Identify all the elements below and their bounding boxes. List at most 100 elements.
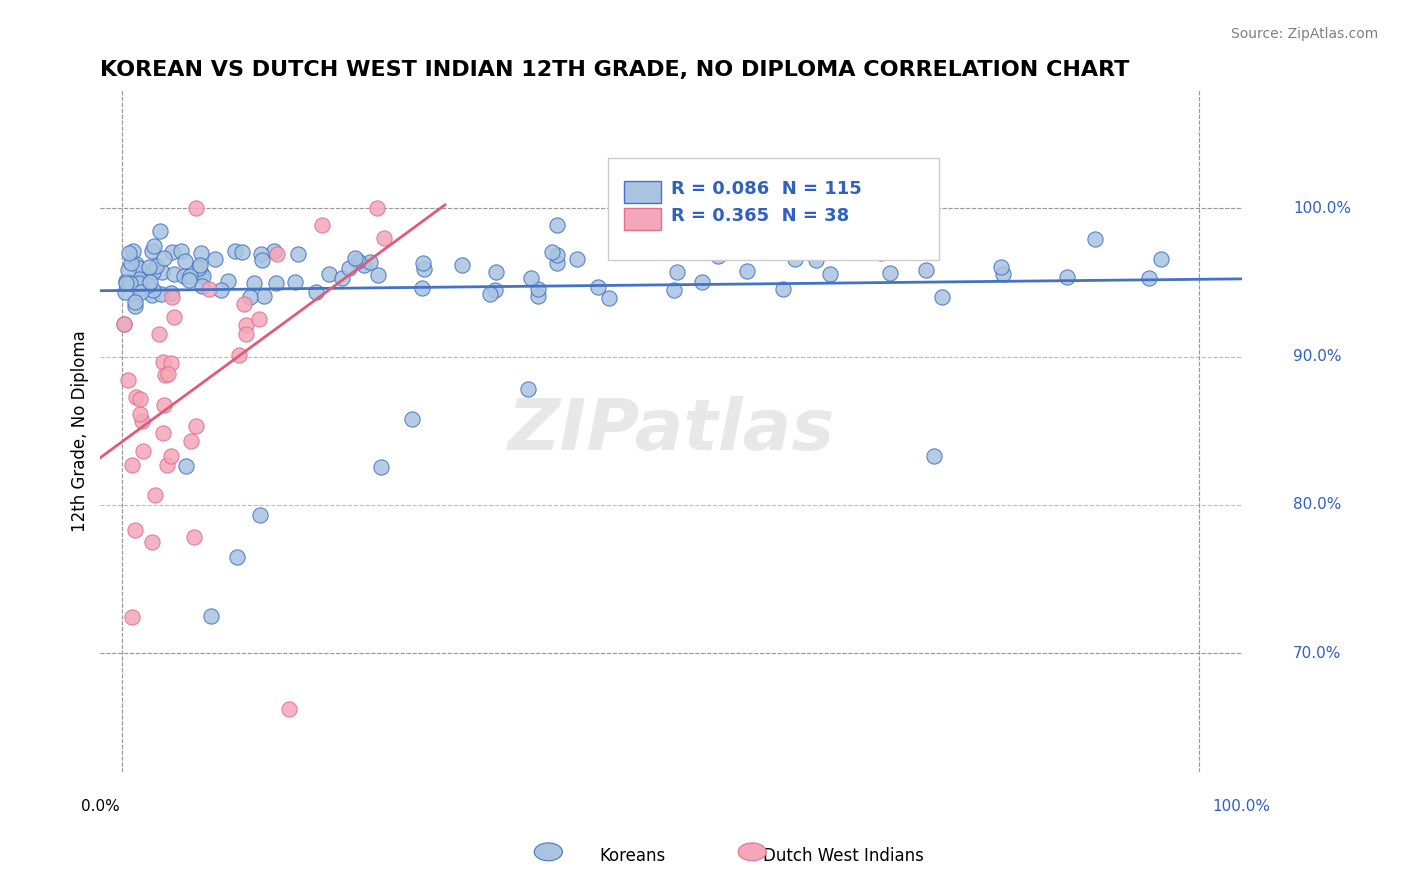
Point: [174, 253, 197, 268]
Point: [139, 275, 162, 289]
Point: [129, 285, 152, 299]
Point: [412, 256, 434, 270]
Point: [190, 266, 212, 280]
Point: [120, 255, 142, 269]
Point: [188, 260, 211, 275]
Point: [131, 275, 153, 289]
Point: [131, 414, 153, 428]
Point: [367, 268, 389, 282]
Point: [1137, 271, 1160, 285]
Point: [541, 245, 564, 260]
Point: [311, 218, 333, 232]
Point: [153, 251, 176, 265]
FancyBboxPatch shape: [609, 158, 939, 260]
Point: [588, 280, 610, 294]
Point: [249, 311, 271, 326]
Point: [783, 252, 806, 266]
Point: [264, 276, 287, 290]
Point: [250, 247, 273, 261]
Point: [145, 260, 167, 274]
Point: [250, 252, 273, 267]
Point: [922, 449, 945, 463]
Point: [159, 285, 181, 300]
Point: [253, 289, 276, 303]
Point: [141, 534, 163, 549]
Point: [1150, 252, 1173, 266]
Point: [174, 458, 197, 473]
Point: [527, 283, 550, 297]
Point: [156, 367, 179, 381]
Point: [124, 295, 146, 310]
Point: [598, 291, 620, 305]
Y-axis label: 12th Grade, No Diploma: 12th Grade, No Diploma: [72, 330, 89, 532]
Text: Koreans: Koreans: [599, 847, 666, 865]
Point: [373, 231, 395, 245]
Point: [163, 310, 186, 324]
Point: [235, 327, 257, 342]
Point: [931, 290, 953, 304]
Point: [707, 248, 730, 262]
Point: [125, 275, 148, 289]
Text: Dutch West Indians: Dutch West Indians: [763, 847, 924, 865]
Point: [990, 260, 1012, 274]
Point: [690, 275, 713, 289]
Point: [225, 550, 247, 565]
Text: R = 0.086  N = 115: R = 0.086 N = 115: [671, 180, 862, 198]
Point: [231, 245, 253, 260]
Point: [666, 265, 689, 279]
Point: [184, 419, 207, 434]
Point: [128, 407, 150, 421]
Text: 100.0%: 100.0%: [1213, 799, 1271, 814]
Text: 100.0%: 100.0%: [1294, 201, 1351, 216]
Point: [114, 285, 136, 300]
Point: [160, 449, 183, 463]
Text: R = 0.365  N = 38: R = 0.365 N = 38: [671, 208, 849, 226]
Point: [170, 244, 193, 259]
Point: [344, 252, 367, 266]
Point: [353, 259, 375, 273]
Point: [117, 246, 139, 260]
Point: [915, 263, 938, 277]
Point: [217, 274, 239, 288]
Point: [451, 258, 474, 272]
Point: [330, 271, 353, 285]
Point: [152, 426, 174, 441]
Point: [224, 244, 246, 259]
Point: [115, 276, 138, 290]
Point: [193, 269, 215, 284]
FancyBboxPatch shape: [624, 181, 661, 202]
Point: [485, 265, 508, 279]
Point: [155, 368, 177, 382]
Point: [243, 277, 266, 291]
Point: [546, 248, 568, 262]
Text: 90.0%: 90.0%: [1294, 349, 1341, 364]
Point: [818, 268, 841, 282]
Point: [735, 264, 758, 278]
Point: [163, 268, 186, 282]
Point: [277, 702, 299, 716]
Point: [121, 458, 143, 472]
Point: [160, 290, 183, 304]
Point: [870, 246, 893, 260]
Point: [412, 261, 434, 276]
Point: [153, 398, 176, 412]
Point: [337, 260, 360, 275]
Point: [478, 287, 501, 301]
Point: [141, 288, 163, 302]
Point: [152, 355, 174, 369]
Point: [150, 287, 173, 301]
Point: [156, 458, 179, 473]
Point: [180, 434, 202, 448]
Point: [150, 265, 173, 279]
Point: [318, 267, 340, 281]
Point: [239, 291, 262, 305]
Point: [117, 263, 139, 277]
Point: [149, 224, 172, 238]
Point: [546, 218, 568, 232]
Point: [232, 297, 254, 311]
Point: [160, 244, 183, 259]
Point: [526, 288, 548, 302]
Text: 70.0%: 70.0%: [1294, 646, 1341, 661]
Point: [124, 299, 146, 313]
Point: [991, 267, 1014, 281]
